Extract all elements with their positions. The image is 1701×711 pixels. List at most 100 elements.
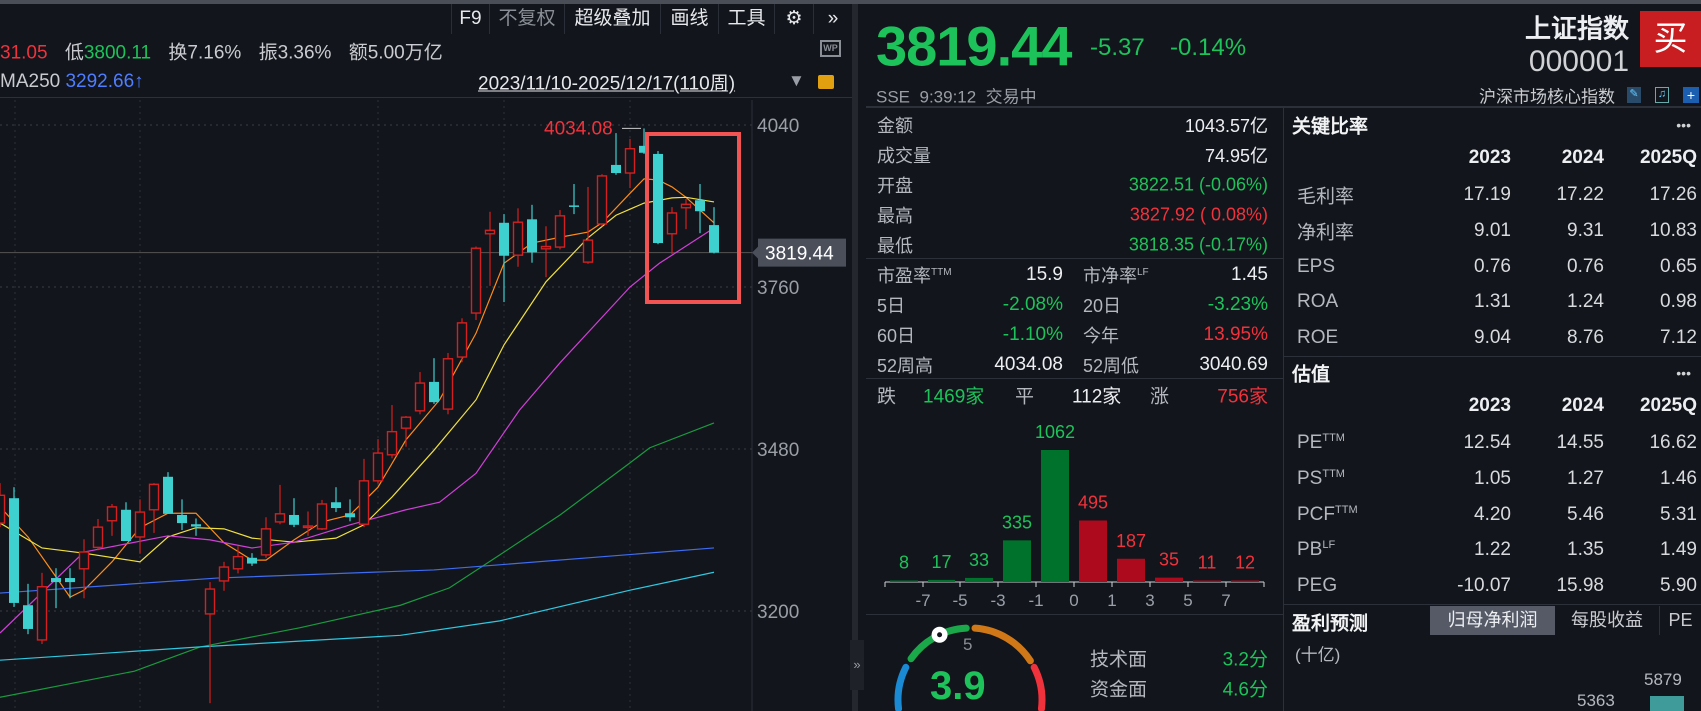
ratio-value: 1.31 [1474, 291, 1511, 313]
year-header: 2025Q [1639, 395, 1697, 416]
more-icon[interactable]: ••• [1676, 365, 1691, 381]
forecast-bar-label: 5363 [1577, 691, 1615, 710]
year-header: 2023 [1468, 395, 1511, 416]
score-gauge [894, 624, 1046, 711]
ratio-value: 5.31 [1660, 503, 1697, 525]
stat-value: 3040.69 [1199, 354, 1268, 375]
tab-net-profit[interactable]: 归母净利润 [1430, 606, 1555, 635]
stat-label-text: 52周高 [877, 356, 934, 376]
ratio-label: PEG [1297, 575, 1337, 597]
distribution-bar [965, 577, 993, 582]
window-top-strip [0, 0, 1701, 4]
price-change-pct: -0.14% [1170, 34, 1247, 61]
divider [1283, 108, 1284, 711]
distribution-value: 17 [931, 552, 951, 572]
tools-button[interactable]: 工具 [718, 4, 774, 34]
no-adjust-button[interactable]: 不复权 [489, 4, 564, 34]
double-chevron-right-icon[interactable]: » [813, 4, 852, 34]
category: 沪深市场核心指数 [1479, 87, 1615, 107]
distribution-value: 495 [1078, 492, 1108, 512]
candle-body [400, 416, 412, 429]
distribution-bar [1231, 580, 1259, 582]
triangle-down-icon[interactable]: ▼ [788, 71, 805, 90]
panel-divider [852, 4, 858, 711]
candle-body [653, 153, 663, 244]
quote-strip: 31.05 低3800.11 换7.16% 振3.36% 额5.00万亿 [0, 38, 443, 65]
score-total: 3.9 [930, 664, 986, 708]
ratio-label-sup: TTM [1322, 467, 1345, 480]
gauge-marker-label: 5 [963, 635, 973, 654]
edit-icon[interactable]: ✎ [1627, 87, 1641, 103]
f9-button[interactable]: F9 [451, 4, 489, 34]
more-icon[interactable]: ••• [1676, 117, 1691, 133]
moving-average-line [0, 571, 715, 661]
candle-body [442, 358, 454, 410]
candle-body [709, 225, 719, 253]
candle-body [0, 494, 6, 524]
candle-body [23, 605, 33, 629]
x-tick-label: -5 [952, 591, 967, 610]
collapse-panel-button[interactable]: » [850, 640, 864, 690]
stat-label-sup: LF [1137, 267, 1149, 278]
forecast-title: 盈利预测 [1292, 613, 1369, 635]
ratio-label: 毛利率 [1297, 182, 1354, 209]
stat-label-text: 5日 [877, 296, 906, 316]
candle-body [611, 164, 621, 174]
up-label: 涨 [1150, 386, 1170, 408]
stat-label-text: 20日 [1083, 296, 1122, 316]
candle-body [177, 514, 187, 524]
moving-average-line [0, 178, 715, 598]
ratio-value: 9.01 [1474, 219, 1511, 241]
buy-button[interactable]: 买 [1640, 11, 1701, 67]
tab-eps[interactable]: 每股收益 [1555, 606, 1660, 635]
ratio-value: 1.49 [1660, 539, 1697, 561]
stat-label: 金额 [877, 116, 913, 136]
ratio-value: -10.07 [1457, 575, 1511, 597]
x-tick-label: 5 [1183, 591, 1192, 610]
score-label: 资金面 [1090, 679, 1148, 701]
x-tick-label: -7 [915, 591, 930, 610]
draw-line-button[interactable]: 画线 [660, 4, 718, 34]
tab-pe[interactable]: PE [1668, 610, 1693, 630]
lock-icon[interactable] [818, 75, 834, 89]
ratio-label-text: PB [1297, 539, 1323, 561]
stat-value: 1043.57亿 [1184, 116, 1268, 136]
ratio-value: 17.22 [1556, 184, 1604, 205]
overlay-button[interactable]: 超级叠加 [564, 4, 660, 34]
candle-body [499, 222, 509, 256]
ratio-label: PETTM [1297, 432, 1345, 454]
ratios-title: 关键比率 [1292, 116, 1369, 138]
distribution-value: 1062 [1035, 422, 1075, 442]
candle-body [247, 557, 257, 564]
low-label: 低 [64, 42, 84, 64]
candle-body [51, 578, 61, 583]
index-code: 000001 [1528, 45, 1629, 78]
ratio-value: 0.76 [1474, 255, 1511, 277]
divider [866, 258, 1283, 259]
price-change: -5.37 [1090, 34, 1145, 61]
candle-body [569, 205, 579, 207]
wp-icon[interactable]: WP [820, 40, 841, 57]
ratio-value: 1.35 [1567, 539, 1604, 561]
distribution-value: 335 [1002, 512, 1032, 532]
high-value: 31.05 [0, 42, 48, 64]
stat-label: 60日 [877, 322, 915, 348]
bell-icon[interactable]: ♫ [1655, 87, 1669, 103]
date-range-selector[interactable]: 2023/11/10-2025/12/17(110周) [478, 73, 736, 95]
candle-body [163, 476, 173, 514]
time: 9:39:12 [919, 87, 977, 107]
ma-legend: MA250 3292.66↑ [0, 71, 144, 93]
add-icon[interactable]: + [1683, 87, 1699, 103]
y-tick-label: 3480 [757, 440, 799, 461]
candle-body [527, 219, 537, 253]
stat-label: 今年 [1083, 322, 1119, 348]
candle-body [316, 503, 328, 530]
ratio-label-sup: LF [1322, 539, 1336, 552]
distribution-bar [928, 579, 955, 582]
ratio-value: 0.65 [1660, 255, 1697, 277]
gear-icon[interactable]: ⚙ [774, 4, 813, 34]
ratio-value: 14.55 [1556, 432, 1604, 453]
candlestick-chart[interactable]: 4040 3760 3480 3200 4034.08 3819.44 [0, 0, 852, 711]
ratio-value: 17.19 [1463, 184, 1511, 205]
